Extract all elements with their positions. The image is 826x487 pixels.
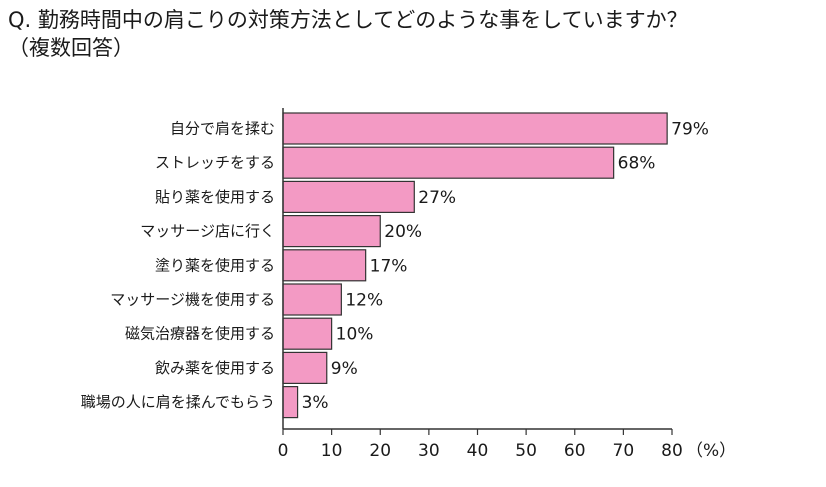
x-tick-label-20: 20 bbox=[369, 441, 391, 461]
category-label-9: 職場の人に肩を揉んでもらう bbox=[81, 393, 275, 411]
value-label-4: 20% bbox=[384, 222, 422, 242]
x-tick-label-40: 40 bbox=[467, 441, 489, 461]
x-tick-label-10: 10 bbox=[321, 441, 343, 461]
category-label-7: 磁気治療器を使用する bbox=[125, 325, 275, 343]
category-label-8: 飲み薬を使用する bbox=[155, 359, 275, 377]
category-label-6: マッサージ機を使用する bbox=[110, 291, 275, 309]
x-tick-label-80: 80 bbox=[661, 441, 683, 461]
bar-8 bbox=[282, 351, 328, 384]
bar-1 bbox=[282, 112, 668, 145]
category-label-5: 塗り薬を使用する bbox=[155, 256, 275, 274]
value-label-6: 12% bbox=[345, 291, 383, 311]
title-line-1: Q. 勤務時間中の肩こりの対策方法としてどのような事をしていますか？ bbox=[8, 8, 688, 32]
bar-2 bbox=[282, 146, 615, 179]
category-label-4: マッサージ店に行く bbox=[140, 222, 275, 240]
bar-5 bbox=[282, 249, 367, 282]
value-label-8: 9% bbox=[331, 359, 358, 379]
category-label-3: 貼り薬を使用する bbox=[155, 188, 275, 206]
value-label-1: 79% bbox=[671, 120, 709, 140]
value-label-5: 17% bbox=[370, 256, 408, 276]
x-tick-label-30: 30 bbox=[418, 441, 440, 461]
x-tick-label-50: 50 bbox=[515, 441, 537, 461]
value-label-7: 10% bbox=[336, 325, 374, 345]
value-label-2: 68% bbox=[618, 154, 656, 174]
value-label-9: 3% bbox=[302, 393, 329, 413]
title-line-2: （複数回答） bbox=[8, 36, 134, 60]
x-tick-label-0: 0 bbox=[278, 441, 289, 461]
bar-9 bbox=[282, 386, 299, 419]
chart-title: Q. 勤務時間中の肩こりの対策方法としてどのような事をしていますか？ （複数回答… bbox=[8, 6, 818, 62]
bar-4 bbox=[282, 215, 381, 248]
bar-7 bbox=[282, 317, 333, 350]
category-label-2: ストレッチをする bbox=[155, 154, 275, 172]
category-label-1: 自分で肩を揉む bbox=[170, 120, 275, 138]
x-axis-unit: （%） bbox=[686, 441, 736, 461]
x-tick-label-70: 70 bbox=[613, 441, 635, 461]
value-label-3: 27% bbox=[418, 188, 456, 208]
x-tick-label-60: 60 bbox=[564, 441, 586, 461]
bar-6 bbox=[282, 283, 342, 316]
bar-3 bbox=[282, 180, 415, 213]
